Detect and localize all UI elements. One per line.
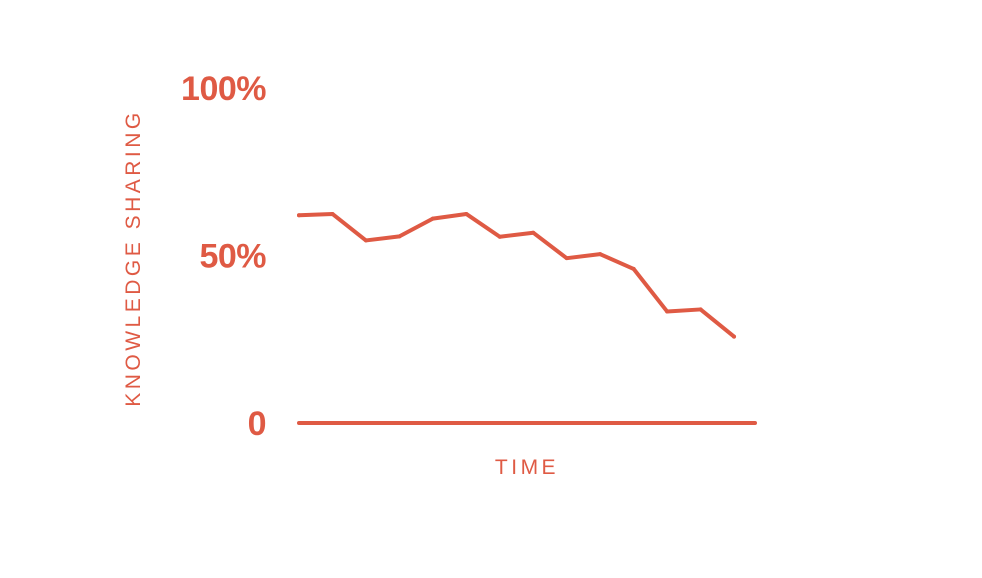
data-point [397, 234, 402, 239]
data-point [497, 234, 502, 239]
data-point [330, 211, 335, 216]
data-point [698, 307, 703, 312]
data-point [363, 238, 368, 243]
data-point [732, 334, 736, 339]
data-point [564, 256, 569, 261]
data-point [598, 252, 603, 257]
x-axis-title: TIME [495, 456, 559, 479]
data-point [665, 309, 670, 314]
data-point [631, 266, 636, 271]
y-tick-label: 0 [248, 405, 266, 443]
data-point [464, 211, 469, 216]
data-point [531, 230, 536, 235]
y-tick-label: 100% [181, 70, 266, 108]
data-point [430, 216, 435, 221]
series-line [297, 211, 736, 339]
data-point [297, 213, 301, 218]
y-tick-label: 50% [199, 238, 266, 276]
y-axis-title: KNOWLEDGE SHARING [122, 109, 145, 407]
y-tick-labels: 0 50% 100% [181, 70, 267, 443]
series-group [297, 211, 736, 339]
